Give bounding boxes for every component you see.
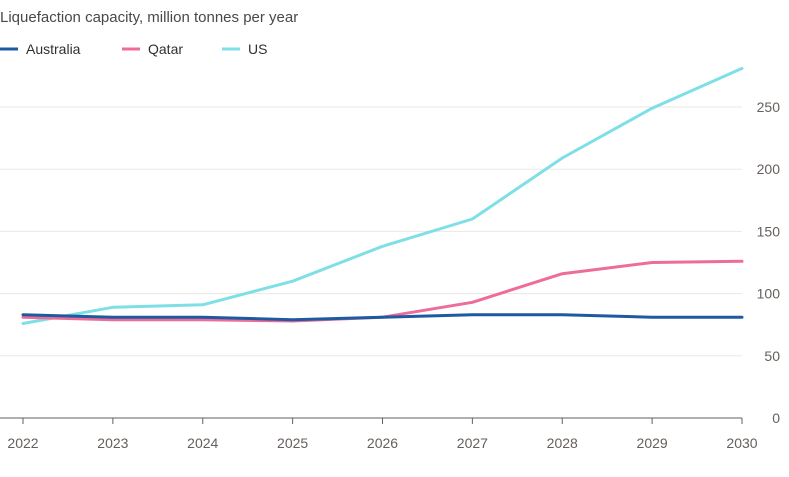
- legend: Australia Qatar US: [0, 41, 267, 57]
- x-tick-label: 2025: [277, 435, 308, 451]
- legend-label-us: US: [248, 41, 267, 57]
- x-tick-label: 2027: [457, 435, 488, 451]
- y-tick-label: 100: [757, 286, 781, 302]
- x-tick-label: 2028: [547, 435, 578, 451]
- grid: [0, 106, 742, 419]
- chart-title: Liquefaction capacity, million tonnes pe…: [0, 9, 298, 26]
- series-line-australia: [21, 313, 744, 322]
- y-tick-label: 250: [757, 99, 781, 115]
- y-tick-label: 200: [757, 161, 781, 177]
- x-tick-label: 2026: [367, 435, 398, 451]
- series-line-us: [21, 66, 744, 325]
- x-tick-label: 2024: [187, 435, 218, 451]
- x-tick-label: 2030: [726, 435, 757, 451]
- series-line-qatar: [21, 259, 744, 323]
- legend-label-australia: Australia: [26, 41, 81, 57]
- y-tick-label: 50: [764, 348, 780, 364]
- y-tick-label: 0: [772, 410, 780, 426]
- y-axis-ticks: 0 50 100 150 200 250: [757, 99, 781, 426]
- y-tick-label: 150: [757, 223, 781, 239]
- x-tick-label: 2022: [7, 435, 38, 451]
- x-tick-label: 2023: [97, 435, 128, 451]
- x-axis-ticks: 2022 2023 2024 2025 2026 2027 2028 2029 2030: [7, 418, 758, 451]
- series-lines: [21, 66, 744, 325]
- legend-label-qatar: Qatar: [148, 41, 183, 57]
- x-tick-label: 2029: [637, 435, 668, 451]
